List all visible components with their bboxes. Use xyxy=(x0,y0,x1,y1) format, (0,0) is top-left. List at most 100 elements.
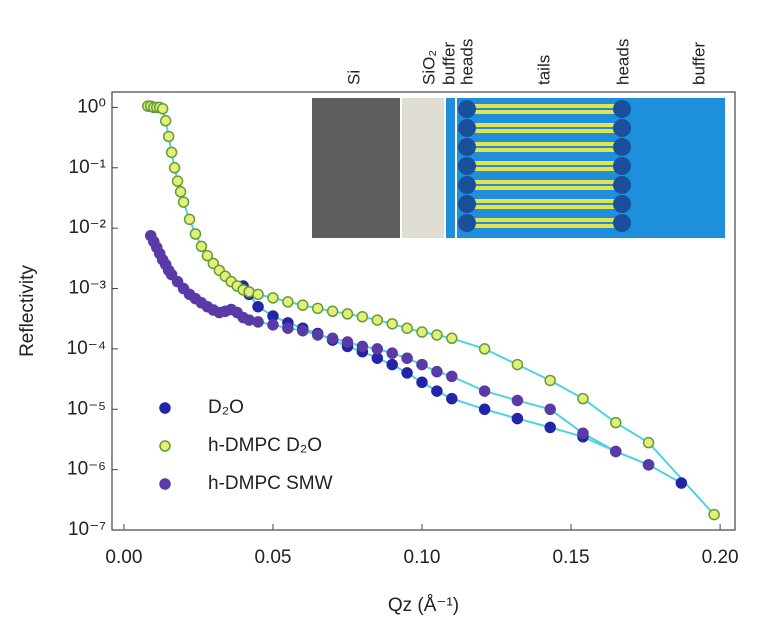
tail xyxy=(470,110,620,114)
x-tick-label: 0.05 xyxy=(254,547,291,568)
data-point xyxy=(177,196,190,208)
data-point xyxy=(642,459,655,471)
data-point xyxy=(282,296,294,308)
data-point xyxy=(156,103,169,115)
tail xyxy=(470,129,620,133)
head xyxy=(613,176,631,194)
legend-label: D₂O xyxy=(208,397,244,418)
data-point xyxy=(174,186,187,198)
head xyxy=(458,119,476,137)
data-point xyxy=(544,374,556,387)
data-point xyxy=(401,322,413,334)
data-point xyxy=(282,322,294,334)
data-point xyxy=(401,367,413,379)
head xyxy=(458,138,476,156)
data-point xyxy=(171,175,184,187)
data-point xyxy=(356,340,369,353)
head xyxy=(613,138,631,156)
data-point xyxy=(544,403,556,416)
data-point xyxy=(416,358,428,371)
inset-label: tails xyxy=(534,55,553,85)
head xyxy=(613,100,631,118)
legend-marker xyxy=(159,478,171,490)
inset-label: heads xyxy=(457,39,476,85)
tail xyxy=(470,167,620,171)
head xyxy=(458,195,476,213)
data-point xyxy=(478,385,491,397)
inset-label: buffer xyxy=(439,41,458,85)
x-tick-label: 0.20 xyxy=(702,547,739,568)
data-point xyxy=(297,299,309,311)
tail xyxy=(470,199,620,203)
plot-frame xyxy=(111,91,736,531)
y-tick-label: 10⁻³ xyxy=(69,278,107,299)
data-point xyxy=(386,358,398,371)
data-point xyxy=(168,162,181,174)
head xyxy=(613,157,631,175)
data-point xyxy=(478,343,491,355)
inset-label: Si xyxy=(344,70,363,85)
data-point xyxy=(511,412,524,425)
data-point xyxy=(386,318,398,330)
data-point xyxy=(341,336,354,348)
data-point xyxy=(162,130,175,143)
tail xyxy=(470,148,620,152)
y-axis-label: Reflectivity xyxy=(17,265,38,357)
y-tick-label: 10⁻⁷ xyxy=(68,519,106,540)
data-point xyxy=(446,370,458,383)
head xyxy=(613,195,631,213)
data-point xyxy=(577,392,589,405)
data-point xyxy=(311,302,324,315)
tail xyxy=(470,218,620,222)
tail xyxy=(470,180,620,184)
y-tick-label: 10⁰ xyxy=(77,96,106,117)
data-point xyxy=(201,249,214,262)
y-tick-label: 10⁻⁵ xyxy=(67,398,106,419)
tail xyxy=(470,186,620,190)
buffer-layer xyxy=(446,98,455,238)
legend-label: h-DMPC SMW xyxy=(208,473,333,494)
data-point xyxy=(252,316,264,328)
data-point xyxy=(267,319,279,331)
data-point xyxy=(708,508,720,521)
data-point xyxy=(311,329,324,341)
bilayer xyxy=(458,100,631,232)
tail xyxy=(470,224,620,228)
data-point xyxy=(416,376,428,389)
tail xyxy=(470,142,620,146)
data-point xyxy=(446,392,458,405)
y-tick-label: 10⁻⁴ xyxy=(67,338,106,359)
x-tick-label: 0.15 xyxy=(553,547,590,568)
si-layer xyxy=(312,98,400,238)
data-point xyxy=(675,477,688,489)
tail xyxy=(470,161,620,165)
head xyxy=(458,157,476,175)
data-point xyxy=(416,326,428,338)
data-point xyxy=(642,436,655,449)
data-point xyxy=(431,329,443,341)
data-point xyxy=(544,421,556,434)
data-point xyxy=(401,352,413,364)
data-point xyxy=(478,403,491,416)
head xyxy=(458,214,476,232)
data-point xyxy=(511,358,524,371)
data-point xyxy=(267,292,279,304)
y-tick-label: 10⁻¹ xyxy=(69,157,107,178)
data-point xyxy=(610,445,622,458)
head xyxy=(458,176,476,194)
inset-label: SiO₂ xyxy=(419,50,438,85)
data-point xyxy=(371,314,384,326)
data-point xyxy=(183,213,196,226)
data-point xyxy=(610,416,622,429)
x-axis-label: Qz (Å⁻¹) xyxy=(388,595,459,616)
tail xyxy=(470,104,620,108)
y-tick-label: 10⁻⁶ xyxy=(67,459,106,480)
data-point xyxy=(511,394,524,407)
data-point xyxy=(371,352,384,364)
data-point xyxy=(195,240,208,253)
data-point xyxy=(431,365,443,378)
axes: 10⁰ 10⁻¹ 10⁻² 10⁻³ 10⁻⁴ 10⁻⁵ 10⁻⁶ 10⁻⁷ 0.00 0.05 0… xyxy=(17,91,739,616)
data-point xyxy=(341,308,354,320)
data-point xyxy=(446,332,458,345)
